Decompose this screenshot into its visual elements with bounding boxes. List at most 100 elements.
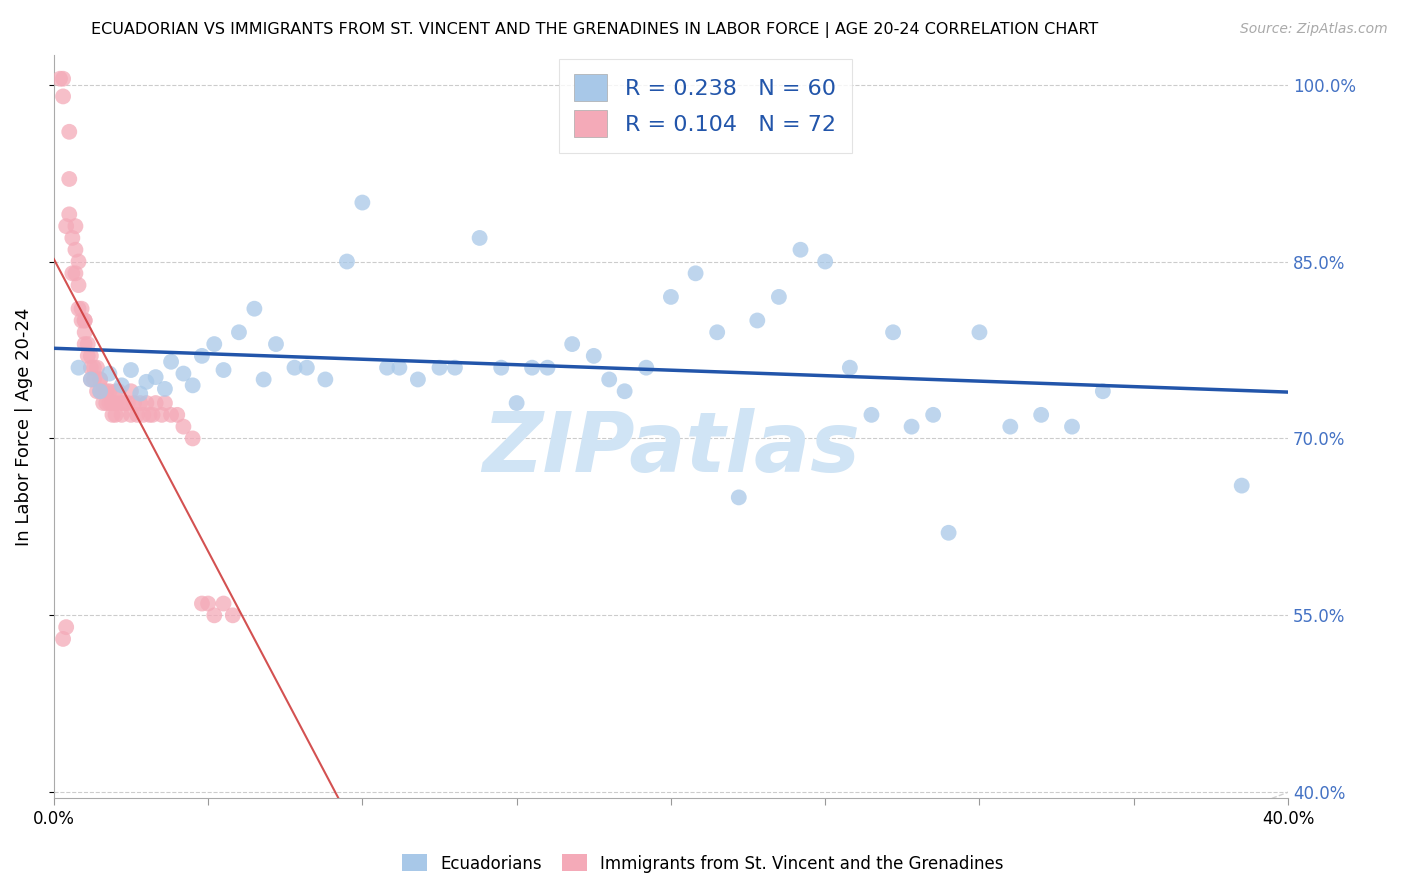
Text: Source: ZipAtlas.com: Source: ZipAtlas.com [1240,22,1388,37]
Point [172,419,194,434]
Point [65,219,87,234]
Point [101,396,124,410]
Point [65,266,87,280]
Point [197,597,219,611]
Point [129,396,152,410]
Point [142,408,165,422]
Point [98,367,121,381]
Point [1000,419,1022,434]
Point [468,231,491,245]
Point [860,408,883,422]
Point [120,384,142,399]
Point [789,243,811,257]
Point [80,372,103,386]
Point [107,384,129,399]
Point [520,360,543,375]
Point [283,360,305,375]
Point [582,349,605,363]
Point [49,71,72,86]
Point [212,363,235,377]
Legend: Ecuadorians, Immigrants from St. Vincent and the Grenadines: Ecuadorians, Immigrants from St. Vincent… [395,847,1011,880]
Point [747,313,769,327]
Point [375,360,398,375]
Point [153,396,176,410]
Point [536,360,558,375]
Point [89,384,111,399]
Point [489,360,512,375]
Point [111,408,134,422]
Point [243,301,266,316]
Point [153,382,176,396]
Point [73,326,96,340]
Point [76,337,98,351]
Point [160,355,183,369]
Point [212,597,235,611]
Text: ECUADORIAN VS IMMIGRANTS FROM ST. VINCENT AND THE GRENADINES IN LABOR FORCE | AG: ECUADORIAN VS IMMIGRANTS FROM ST. VINCEN… [91,22,1098,38]
Point [181,378,204,392]
Point [181,432,204,446]
Point [67,360,90,375]
Point [58,207,80,221]
Point [111,378,134,392]
Point [145,396,167,410]
Point [67,301,90,316]
Point [314,372,336,386]
Point [104,396,127,410]
Point [166,408,188,422]
Point [91,384,114,399]
Point [295,360,318,375]
Point [253,372,276,386]
Point [191,349,214,363]
Point [65,243,87,257]
Point [60,231,83,245]
Point [83,372,105,386]
Point [336,254,359,268]
Point [938,525,960,540]
Point [922,408,945,422]
Point [129,386,152,401]
Point [60,266,83,280]
Point [838,360,860,375]
Point [52,89,75,103]
Point [52,632,75,646]
Point [114,396,136,410]
Point [613,384,636,399]
Point [598,372,620,386]
Point [150,408,173,422]
Point [101,408,124,422]
Point [814,254,837,268]
Point [429,360,451,375]
Point [388,360,411,375]
Point [636,360,658,375]
Point [55,219,77,234]
Point [120,363,142,377]
Legend: R = 0.238   N = 60, R = 0.104   N = 72: R = 0.238 N = 60, R = 0.104 N = 72 [558,59,852,153]
Point [202,337,225,351]
Point [86,360,108,375]
Point [73,337,96,351]
Point [89,384,111,399]
Y-axis label: In Labor Force | Age 20-24: In Labor Force | Age 20-24 [15,308,32,546]
Point [58,125,80,139]
Point [104,408,127,422]
Point [969,326,991,340]
Point [768,290,790,304]
Point [122,396,145,410]
Point [91,396,114,410]
Point [73,313,96,327]
Point [135,396,157,410]
Point [70,301,93,316]
Point [172,367,194,381]
Point [55,620,77,634]
Point [444,360,467,375]
Point [135,375,157,389]
Point [191,597,214,611]
Point [98,396,121,410]
Point [80,372,103,386]
Point [73,313,96,327]
Point [145,370,167,384]
Point [352,195,374,210]
Point [132,408,155,422]
Point [89,372,111,386]
Point [659,290,682,304]
